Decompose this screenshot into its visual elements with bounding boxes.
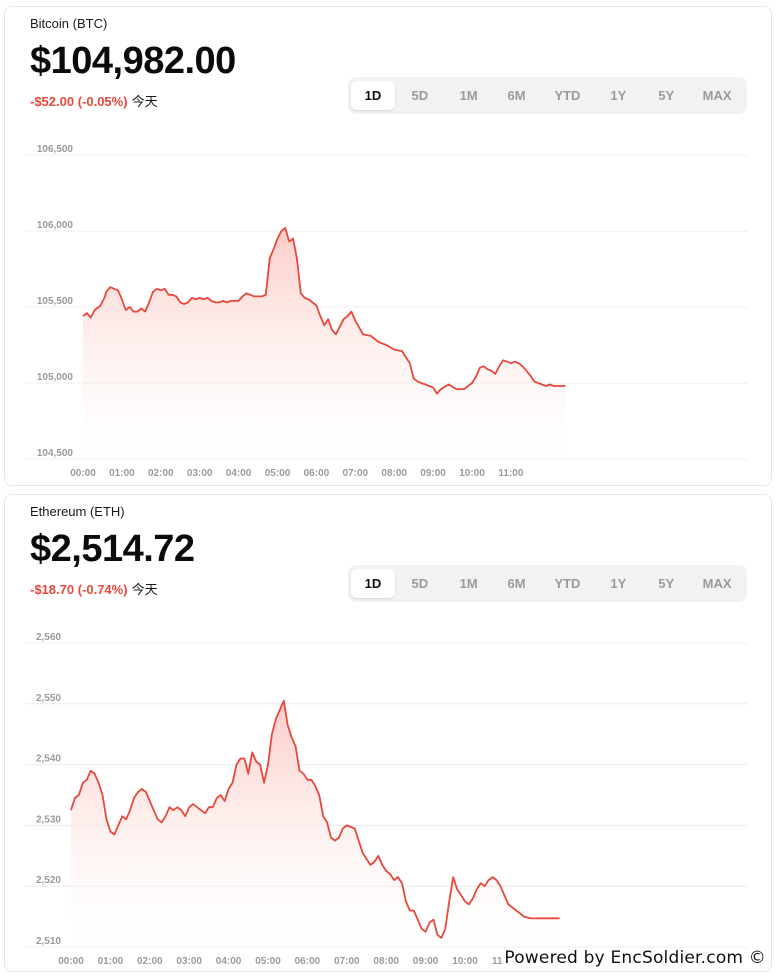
series-area xyxy=(71,700,560,947)
price: $2,514.72 xyxy=(30,528,195,570)
x-tick-label: 05:00 xyxy=(255,956,281,967)
range-tab-max[interactable]: MAX xyxy=(702,88,732,103)
y-tick-label: 105,500 xyxy=(37,296,74,307)
y-tick-label: 2,560 xyxy=(36,632,61,643)
x-tick-label: 11:00 xyxy=(498,468,523,479)
range-tab-1d[interactable]: 1D xyxy=(351,569,395,598)
x-tick-label: 07:00 xyxy=(343,468,369,479)
y-tick-label: 104,500 xyxy=(37,448,74,459)
price: $104,982.00 xyxy=(30,40,236,82)
range-tab-ytd[interactable]: YTD xyxy=(554,576,581,591)
range-tab-1m[interactable]: 1M xyxy=(459,576,478,591)
price-chart: 106,500 106,000 105,500 105,000 104,500 00:00… xyxy=(25,144,747,479)
x-tick-label: 04:00 xyxy=(226,468,252,479)
price-chart: 2,560 2,550 2,540 2,530 2,520 2,510 00:00 01:00… xyxy=(25,632,747,967)
y-tick-label: 106,500 xyxy=(37,144,74,155)
eth-card: Ethereum (ETH) $2,514.72 -$18.70 (-0.74%… xyxy=(4,494,772,972)
range-tab-1m[interactable]: 1M xyxy=(459,88,478,103)
x-tick-label: 07:00 xyxy=(334,956,360,967)
range-tab-1d[interactable]: 1D xyxy=(351,81,395,110)
x-tick-label: 09:00 xyxy=(420,468,446,479)
period-label: 今天 xyxy=(131,582,158,597)
y-tick-label: 2,520 xyxy=(36,875,61,886)
asset-name: Ethereum (ETH) xyxy=(30,504,125,519)
x-tick-label: 00:00 xyxy=(70,468,96,479)
x-tick-label: 03:00 xyxy=(176,956,202,967)
x-tick-label: 04:00 xyxy=(216,956,242,967)
range-tabs: 1D 5D 1M 6M YTD 1Y 5Y MAX xyxy=(348,565,747,602)
x-tick-label: 10:00 xyxy=(459,468,485,479)
asset-name: Bitcoin (BTC) xyxy=(30,16,108,31)
x-tick-label: 06:00 xyxy=(295,956,321,967)
x-tick-label: 01:00 xyxy=(109,468,135,479)
range-tab-ytd[interactable]: YTD xyxy=(554,88,581,103)
y-tick-label: 105,000 xyxy=(37,372,74,383)
range-tab-1y[interactable]: 1Y xyxy=(610,576,627,591)
y-tick-label: 106,000 xyxy=(37,220,74,231)
range-tab-6m[interactable]: 6M xyxy=(507,576,526,591)
range-tab-1y[interactable]: 1Y xyxy=(610,88,627,103)
x-tick-label: 02:00 xyxy=(137,956,163,967)
y-tick-label: 2,550 xyxy=(36,693,61,704)
price-change: -$52.00 (-0.05%) xyxy=(30,94,128,109)
change-row: -$52.00 (-0.05%) 今天 xyxy=(30,91,158,110)
x-tick-label: 10:00 xyxy=(452,956,478,967)
price-change: -$18.70 (-0.74%) xyxy=(30,582,128,597)
x-tick-label: 01:00 xyxy=(98,956,124,967)
x-tick-label: 08:00 xyxy=(381,468,407,479)
range-tab-5d[interactable]: 5D xyxy=(411,88,429,103)
x-tick-label: 02:00 xyxy=(148,468,174,479)
x-tick-label: 09:00 xyxy=(413,956,439,967)
range-tabs: 1D 5D 1M 6M YTD 1Y 5Y MAX xyxy=(348,77,747,114)
range-tab-5d[interactable]: 5D xyxy=(411,576,429,591)
range-tab-6m[interactable]: 6M xyxy=(507,88,526,103)
range-tab-5y[interactable]: 5Y xyxy=(658,576,675,591)
x-tick-label: 03:00 xyxy=(187,468,213,479)
range-tab-5y[interactable]: 5Y xyxy=(658,88,675,103)
y-tick-label: 2,530 xyxy=(36,814,61,825)
x-tick-label: 08:00 xyxy=(373,956,399,967)
btc-card: Bitcoin (BTC) $104,982.00 -$52.00 (-0.05… xyxy=(4,6,772,486)
range-tab-max[interactable]: MAX xyxy=(702,576,732,591)
series-line xyxy=(70,699,560,939)
x-tick-label: 00:00 xyxy=(58,956,84,967)
x-tick-label: 06:00 xyxy=(304,468,330,479)
y-tick-label: 2,540 xyxy=(36,754,61,765)
series-area xyxy=(83,228,566,459)
change-row: -$18.70 (-0.74%) 今天 xyxy=(30,579,158,598)
powered-by-footer[interactable]: Powered by EncSoldier.com © xyxy=(502,948,768,968)
x-tick-label: 05:00 xyxy=(265,468,291,479)
period-label: 今天 xyxy=(131,94,158,109)
series-line xyxy=(82,227,566,395)
y-tick-label: 2,510 xyxy=(36,936,61,947)
